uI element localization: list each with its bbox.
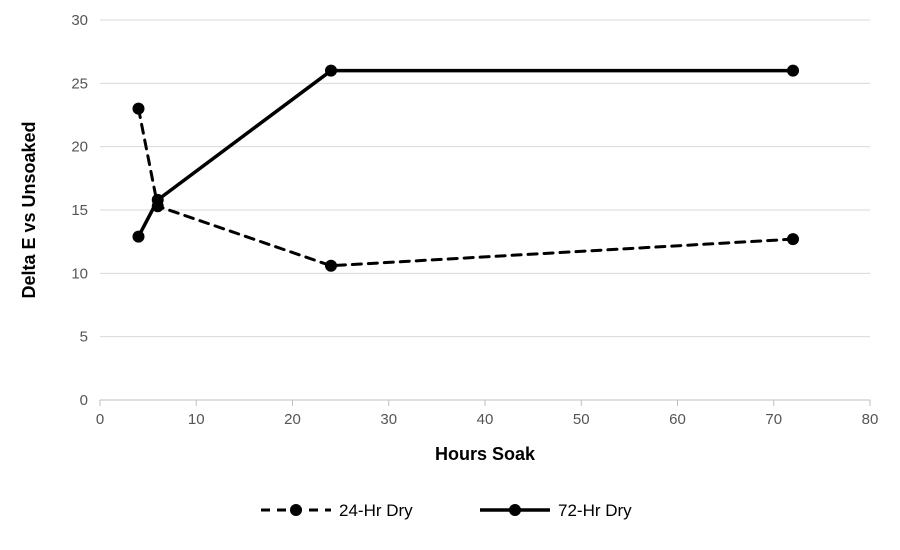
- svg-text:10: 10: [71, 265, 88, 282]
- x-axis-title: Hours Soak: [435, 444, 536, 464]
- svg-text:30: 30: [380, 411, 397, 428]
- svg-text:40: 40: [477, 411, 494, 428]
- chart-container: 0 10 20 30 40 50 60 70 80 0 5 10 15 20 25 30 Hours Soak D…: [0, 0, 900, 550]
- svg-text:50: 50: [573, 411, 590, 428]
- series-marker-1: [787, 65, 799, 77]
- svg-text:60: 60: [669, 411, 686, 428]
- svg-text:80: 80: [862, 411, 879, 428]
- svg-text:20: 20: [284, 411, 301, 428]
- svg-text:25: 25: [71, 75, 88, 92]
- svg-text:10: 10: [188, 411, 205, 428]
- series-marker-1: [133, 231, 145, 243]
- svg-text:30: 30: [71, 12, 88, 29]
- series-marker-1: [325, 65, 337, 77]
- series-marker-0: [325, 260, 337, 272]
- legend-label: 72-Hr Dry: [558, 501, 632, 520]
- svg-text:70: 70: [765, 411, 782, 428]
- svg-text:5: 5: [80, 329, 88, 346]
- svg-text:0: 0: [96, 411, 104, 428]
- svg-text:15: 15: [71, 202, 88, 219]
- series-marker-1: [152, 194, 164, 206]
- svg-text:0: 0: [80, 392, 88, 409]
- svg-text:20: 20: [71, 139, 88, 156]
- legend-label: 24-Hr Dry: [339, 501, 413, 520]
- line-chart: 0 10 20 30 40 50 60 70 80 0 5 10 15 20 25 30 Hours Soak D…: [0, 0, 900, 550]
- series-marker-0: [787, 233, 799, 245]
- y-axis-title: Delta E vs Unsoaked: [19, 121, 39, 298]
- series-marker-0: [133, 103, 145, 115]
